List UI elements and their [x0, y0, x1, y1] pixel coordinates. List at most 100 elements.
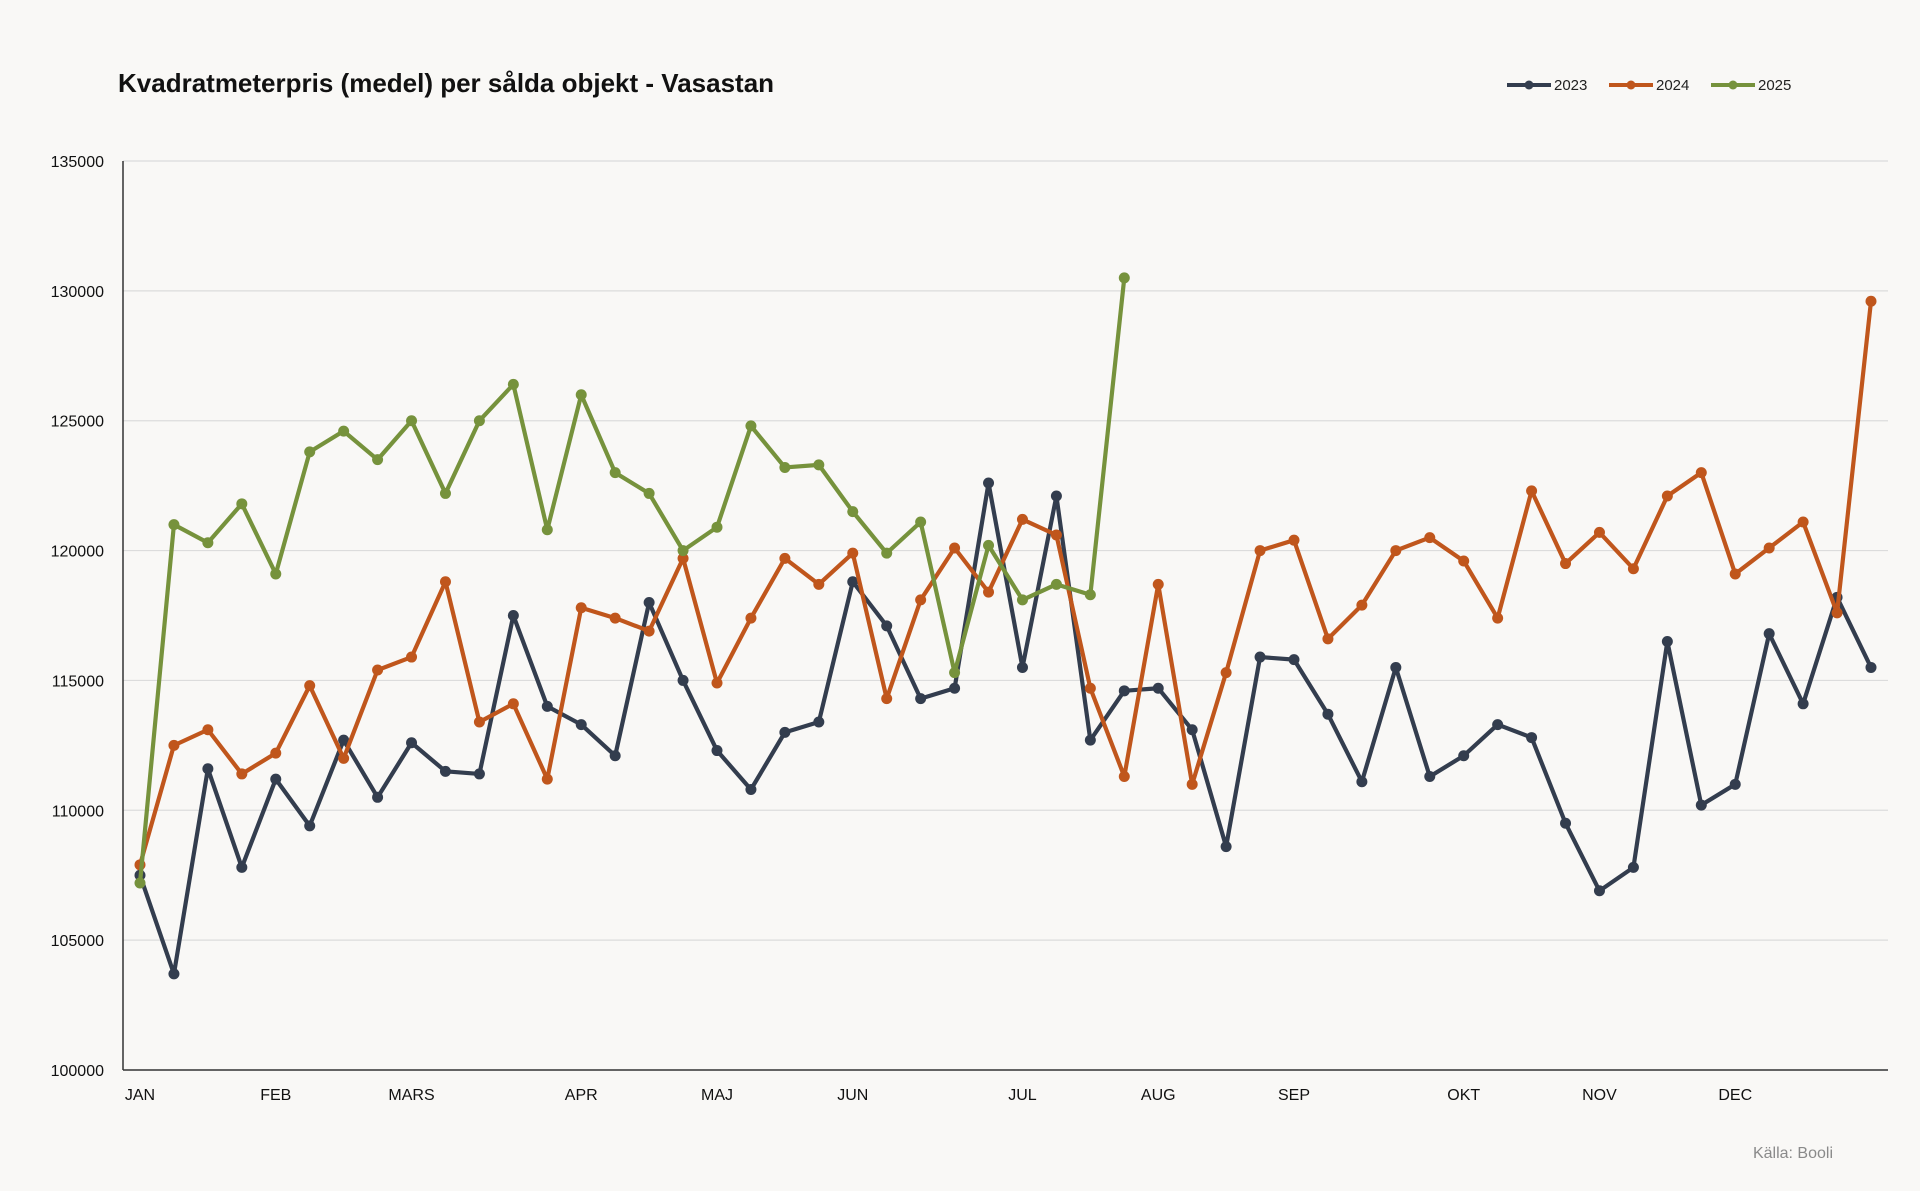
data-point — [1526, 732, 1538, 744]
data-point — [372, 664, 384, 676]
data-point — [711, 745, 723, 757]
data-point — [1186, 778, 1198, 790]
data-point — [1050, 529, 1062, 541]
data-point — [1424, 532, 1436, 544]
data-point — [745, 420, 757, 432]
data-point — [1627, 861, 1639, 873]
data-point — [202, 537, 214, 549]
data-point — [439, 487, 451, 499]
data-point — [134, 877, 146, 889]
data-point — [1526, 485, 1538, 497]
data-point — [677, 674, 689, 686]
data-point — [236, 498, 248, 510]
data-point — [847, 576, 859, 588]
source-note: Källa: Booli — [1753, 1145, 1833, 1162]
data-point — [949, 542, 961, 554]
data-point — [1118, 272, 1130, 284]
data-point — [1254, 651, 1266, 663]
data-point — [643, 487, 655, 499]
data-point — [1118, 771, 1130, 783]
gridlines — [123, 160, 1888, 941]
data-point — [1492, 719, 1504, 731]
data-point — [372, 454, 384, 466]
data-point — [1016, 661, 1028, 673]
series-line — [137, 275, 1127, 886]
data-point — [1186, 724, 1198, 736]
series-2024 — [134, 295, 1877, 871]
data-point — [1627, 563, 1639, 575]
x-tick-label: MAJ — [701, 1087, 733, 1104]
data-point — [1729, 568, 1741, 580]
data-point — [881, 620, 893, 632]
x-tick-label: AUG — [1141, 1087, 1176, 1104]
data-point — [1560, 558, 1572, 570]
data-point — [779, 726, 791, 738]
data-point — [1560, 817, 1572, 829]
data-point — [236, 861, 248, 873]
y-tick-label: 125000 — [51, 414, 104, 431]
chart-title: Kvadratmeterpris (medel) per sålda objek… — [118, 68, 774, 98]
data-point — [1288, 654, 1300, 666]
data-point — [1424, 771, 1436, 783]
legend-item: 2025 — [1711, 77, 1791, 94]
data-point — [168, 519, 180, 531]
data-point — [745, 612, 757, 624]
data-point — [575, 719, 587, 731]
data-point — [1084, 589, 1096, 601]
data-point — [270, 773, 282, 785]
series-line — [137, 299, 1874, 867]
y-tick-label: 100000 — [51, 1063, 104, 1080]
data-point — [1390, 661, 1402, 673]
legend-label: 2025 — [1758, 77, 1791, 94]
legend-label: 2024 — [1656, 77, 1689, 94]
x-tick-label: APR — [565, 1087, 598, 1104]
data-point — [270, 747, 282, 759]
y-axis-ticks: 100000 105000 110000 115000 120000 125000 1300… — [51, 154, 104, 1080]
x-tick-label: FEB — [260, 1087, 291, 1104]
x-tick-label: OKT — [1447, 1087, 1480, 1104]
data-point — [1865, 295, 1877, 307]
data-point — [711, 521, 723, 533]
y-tick-label: 110000 — [52, 803, 104, 820]
data-point — [677, 552, 689, 564]
data-point — [1152, 578, 1164, 590]
data-point — [1016, 513, 1028, 525]
data-point — [1865, 661, 1877, 673]
data-point — [779, 461, 791, 473]
legend-item: 2024 — [1609, 77, 1689, 94]
data-point — [1390, 545, 1402, 557]
data-point — [507, 610, 519, 621]
data-point — [1831, 607, 1843, 619]
data-point — [983, 477, 995, 489]
legend-label: 2023 — [1554, 77, 1587, 94]
data-point — [541, 524, 553, 536]
y-tick-label: 105000 — [51, 933, 104, 950]
data-point — [813, 459, 825, 471]
data-point — [1593, 885, 1605, 897]
data-point — [439, 576, 451, 588]
data-point — [609, 750, 621, 762]
x-tick-label: JUL — [1008, 1087, 1037, 1104]
data-point — [236, 768, 248, 780]
x-tick-label: JUN — [837, 1087, 868, 1104]
data-point — [983, 586, 995, 598]
data-point — [881, 547, 893, 559]
data-point — [1220, 841, 1232, 853]
legend-swatch-marker — [1524, 80, 1534, 90]
x-tick-label: DEC — [1718, 1087, 1752, 1104]
series-group — [134, 272, 1877, 980]
data-point — [406, 737, 418, 749]
x-axis-ticks: JAN FEB MARS APR MAJ JUN JUL AUG SEP OKT NOV DEC — [125, 1087, 1752, 1104]
data-point — [541, 773, 553, 785]
data-point — [881, 693, 893, 705]
data-point — [1322, 633, 1334, 645]
data-point — [338, 425, 350, 437]
x-tick-label: SEP — [1278, 1087, 1310, 1104]
y-tick-label: 130000 — [51, 284, 104, 301]
data-point — [473, 768, 485, 780]
data-point — [1661, 635, 1673, 647]
data-point — [439, 765, 451, 777]
data-point — [575, 389, 587, 401]
data-point — [711, 677, 723, 689]
data-point — [541, 700, 553, 712]
